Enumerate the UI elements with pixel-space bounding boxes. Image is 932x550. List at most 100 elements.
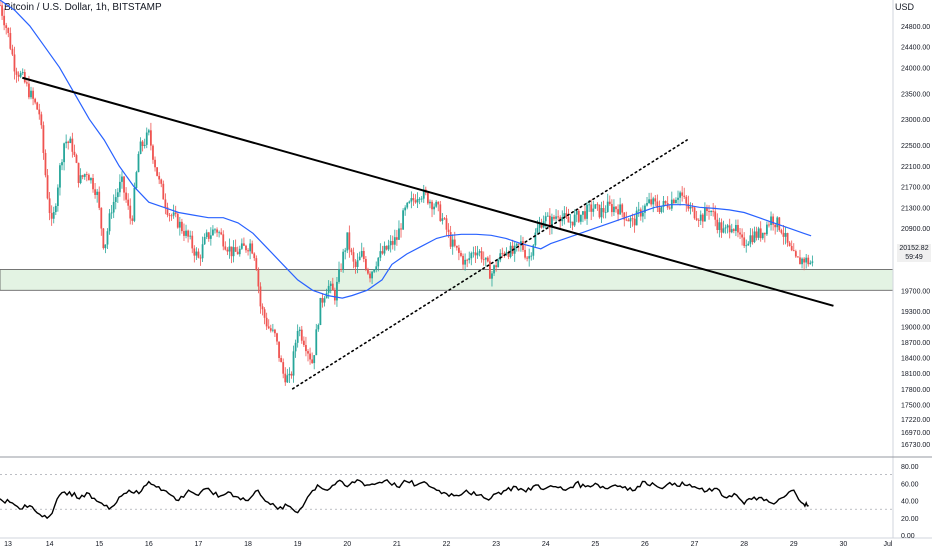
candle-body <box>261 306 264 310</box>
candle-body <box>280 357 283 363</box>
candle-body <box>150 130 152 146</box>
date-tick-label: Jul <box>884 541 893 548</box>
candle-body <box>46 175 49 199</box>
candle-body <box>757 228 760 238</box>
candle-body <box>286 375 289 383</box>
candle-body <box>743 237 746 246</box>
date-tick-label: 27 <box>691 541 699 548</box>
candle-body <box>594 204 597 209</box>
candle-body <box>296 331 299 343</box>
candle-body <box>315 329 318 356</box>
candle-body <box>191 235 194 249</box>
date-tick-label: 16 <box>145 541 153 548</box>
candle-body <box>54 205 57 213</box>
candle-body <box>393 237 396 245</box>
candle-body <box>92 178 94 190</box>
candle-body <box>478 251 481 253</box>
candle-body <box>497 260 500 268</box>
candle-body <box>482 259 485 261</box>
currency-label: USD <box>894 2 914 12</box>
candle-body <box>679 192 681 198</box>
candle-body <box>782 232 785 237</box>
candle-body <box>118 181 121 193</box>
candle-body <box>447 229 450 233</box>
candle-body <box>520 241 522 245</box>
candle-body <box>449 232 452 247</box>
candle-body <box>774 224 777 228</box>
candle-body <box>530 255 533 257</box>
candle-body <box>17 74 20 77</box>
candle-body <box>635 210 638 226</box>
date-tick-label: 19 <box>294 541 302 548</box>
candle-body <box>495 265 498 268</box>
candle-body <box>36 102 39 110</box>
candle-body <box>772 216 775 225</box>
moving-average-line <box>0 0 812 299</box>
candle-body <box>162 183 165 200</box>
price-tick-label: 23000.00 <box>901 117 930 124</box>
candle-body <box>367 269 369 274</box>
candle-body <box>615 206 617 210</box>
candle-body <box>38 109 41 115</box>
candle-body <box>526 257 529 259</box>
candle-body <box>302 340 305 346</box>
candle-body <box>269 328 272 331</box>
candle-body <box>714 211 717 220</box>
candle-body <box>687 203 690 209</box>
candle-body <box>402 210 404 230</box>
candle-body <box>551 216 553 228</box>
candle-body <box>598 204 601 218</box>
candle-body <box>65 141 68 144</box>
candle-body <box>784 233 787 237</box>
price-tick-label: 17500.00 <box>901 402 930 409</box>
candle-body <box>276 333 278 342</box>
candle-body <box>517 243 520 245</box>
candle-body <box>770 216 772 226</box>
candle-body <box>406 202 409 208</box>
candle-body <box>619 204 622 215</box>
candle-body <box>571 221 574 226</box>
candle-body <box>563 213 566 218</box>
candle-body <box>183 231 185 236</box>
candle-body <box>557 216 560 218</box>
candle-body <box>629 218 632 222</box>
candle-body <box>528 256 531 259</box>
candle-body <box>404 207 407 211</box>
candle-body <box>728 225 731 233</box>
candle-body <box>305 345 307 352</box>
candle-body <box>712 211 715 212</box>
candle-body <box>5 25 8 28</box>
candle-body <box>625 219 628 221</box>
candle-body <box>23 72 26 83</box>
candle-body <box>131 218 134 221</box>
candle-body <box>710 211 712 213</box>
rsi-line <box>0 478 809 520</box>
candle-body <box>195 251 198 256</box>
candle-body <box>385 245 388 250</box>
candle-body <box>271 329 274 331</box>
date-tick-label: 29 <box>790 541 798 548</box>
candle-body <box>346 232 349 251</box>
candle-body <box>422 189 425 199</box>
candle-body <box>805 257 808 263</box>
candle-body <box>348 232 351 250</box>
candle-body <box>15 71 18 75</box>
candle-body <box>646 203 648 206</box>
candle-body <box>610 204 613 213</box>
candle-body <box>232 247 235 257</box>
candle-body <box>395 237 398 240</box>
candle-body <box>683 195 686 197</box>
candle-body <box>577 210 580 222</box>
candle-body <box>524 249 526 258</box>
candle-body <box>251 243 254 254</box>
candle-body <box>803 258 806 263</box>
candle-body <box>794 251 797 257</box>
candle-body <box>689 206 692 209</box>
candle-body <box>201 244 204 259</box>
candle-body <box>307 351 309 354</box>
candle-body <box>582 211 584 215</box>
candle-body <box>677 197 679 200</box>
candle-body <box>695 218 698 221</box>
candle-body <box>369 273 371 279</box>
